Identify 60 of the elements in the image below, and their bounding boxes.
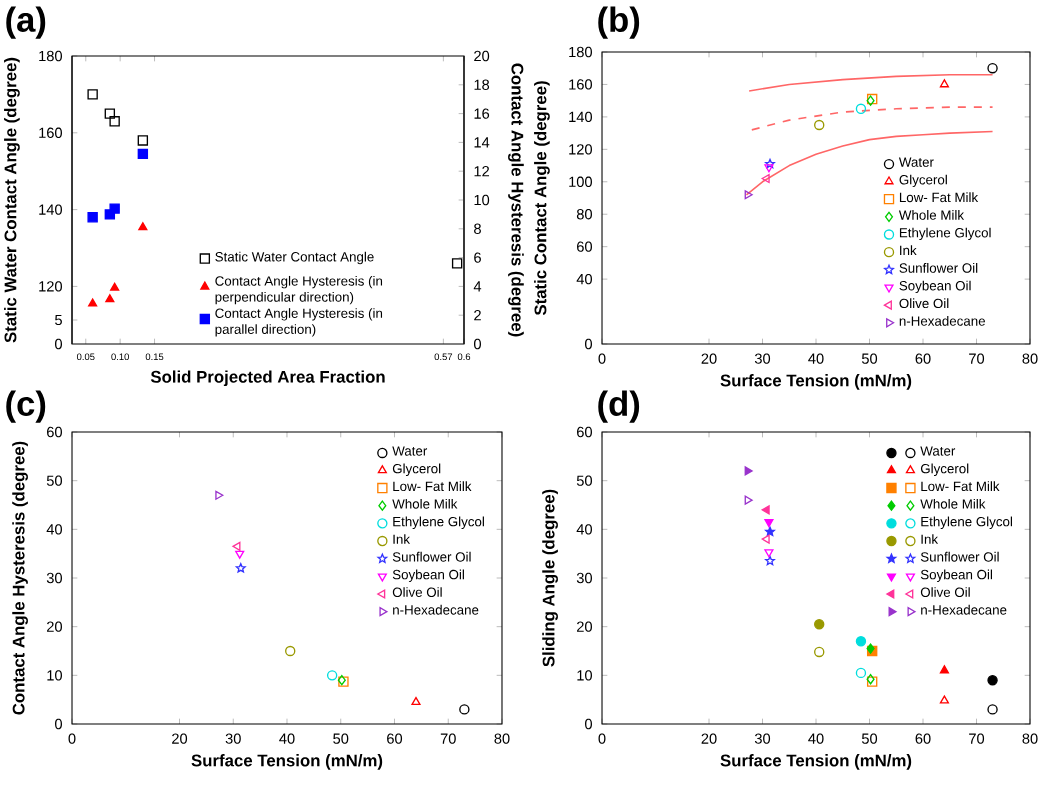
point	[855, 103, 867, 114]
x-axis-title: Surface Tension (mN/m)	[720, 754, 912, 770]
point	[137, 148, 149, 160]
line-series	[748, 73, 994, 92]
point	[87, 89, 98, 100]
point	[987, 704, 998, 715]
y-axis-title: Sliding Angle (degree)	[542, 489, 558, 667]
point	[87, 212, 98, 223]
chart-title: (b)	[598, 6, 640, 39]
point	[285, 645, 296, 657]
point	[765, 158, 775, 169]
x-axis-title: Solid Projected Area Fraction	[150, 370, 385, 387]
point	[744, 466, 753, 476]
point	[939, 665, 949, 674]
point	[814, 619, 825, 630]
point	[459, 704, 470, 715]
x-axis-title: Surface Tension (mN/m)	[191, 754, 383, 770]
point	[761, 534, 770, 544]
point	[814, 646, 825, 658]
point	[109, 203, 120, 214]
y-axis-title: Contact Angle Hysteresis (degree)	[12, 441, 28, 715]
point	[232, 541, 241, 551]
line-series	[745, 130, 994, 196]
point	[764, 164, 774, 173]
point	[765, 526, 775, 537]
point	[939, 79, 949, 88]
chart-title: (c)	[6, 390, 46, 423]
point	[855, 667, 867, 679]
chart-title: (d)	[598, 390, 640, 423]
point	[761, 173, 770, 184]
point	[137, 135, 149, 146]
point	[744, 495, 753, 505]
point	[764, 519, 774, 528]
y-axis-title: Static Water Contact Angle (degree)	[4, 57, 20, 343]
line-series	[751, 106, 994, 131]
point	[104, 108, 116, 119]
point	[987, 675, 998, 686]
point	[235, 563, 246, 573]
point	[855, 636, 867, 647]
point	[110, 282, 120, 291]
y-axis-title: Static Contact Angle (degree)	[534, 81, 550, 316]
point	[764, 549, 774, 558]
point	[105, 294, 115, 303]
y2-axis-title: Contact Angle Hysteresis (degree)	[508, 63, 524, 337]
point	[411, 696, 421, 706]
point	[744, 190, 753, 200]
point	[326, 670, 338, 681]
point	[215, 490, 224, 500]
point	[814, 119, 825, 131]
chart-title: (a)	[6, 6, 46, 39]
point	[939, 695, 949, 704]
point	[138, 222, 148, 231]
point	[88, 298, 98, 307]
point	[451, 258, 463, 269]
point	[987, 63, 998, 74]
point	[109, 116, 120, 127]
point	[761, 505, 770, 515]
x-axis-title: Surface Tension (mN/m)	[720, 374, 912, 390]
point	[765, 555, 775, 566]
point	[235, 550, 245, 559]
